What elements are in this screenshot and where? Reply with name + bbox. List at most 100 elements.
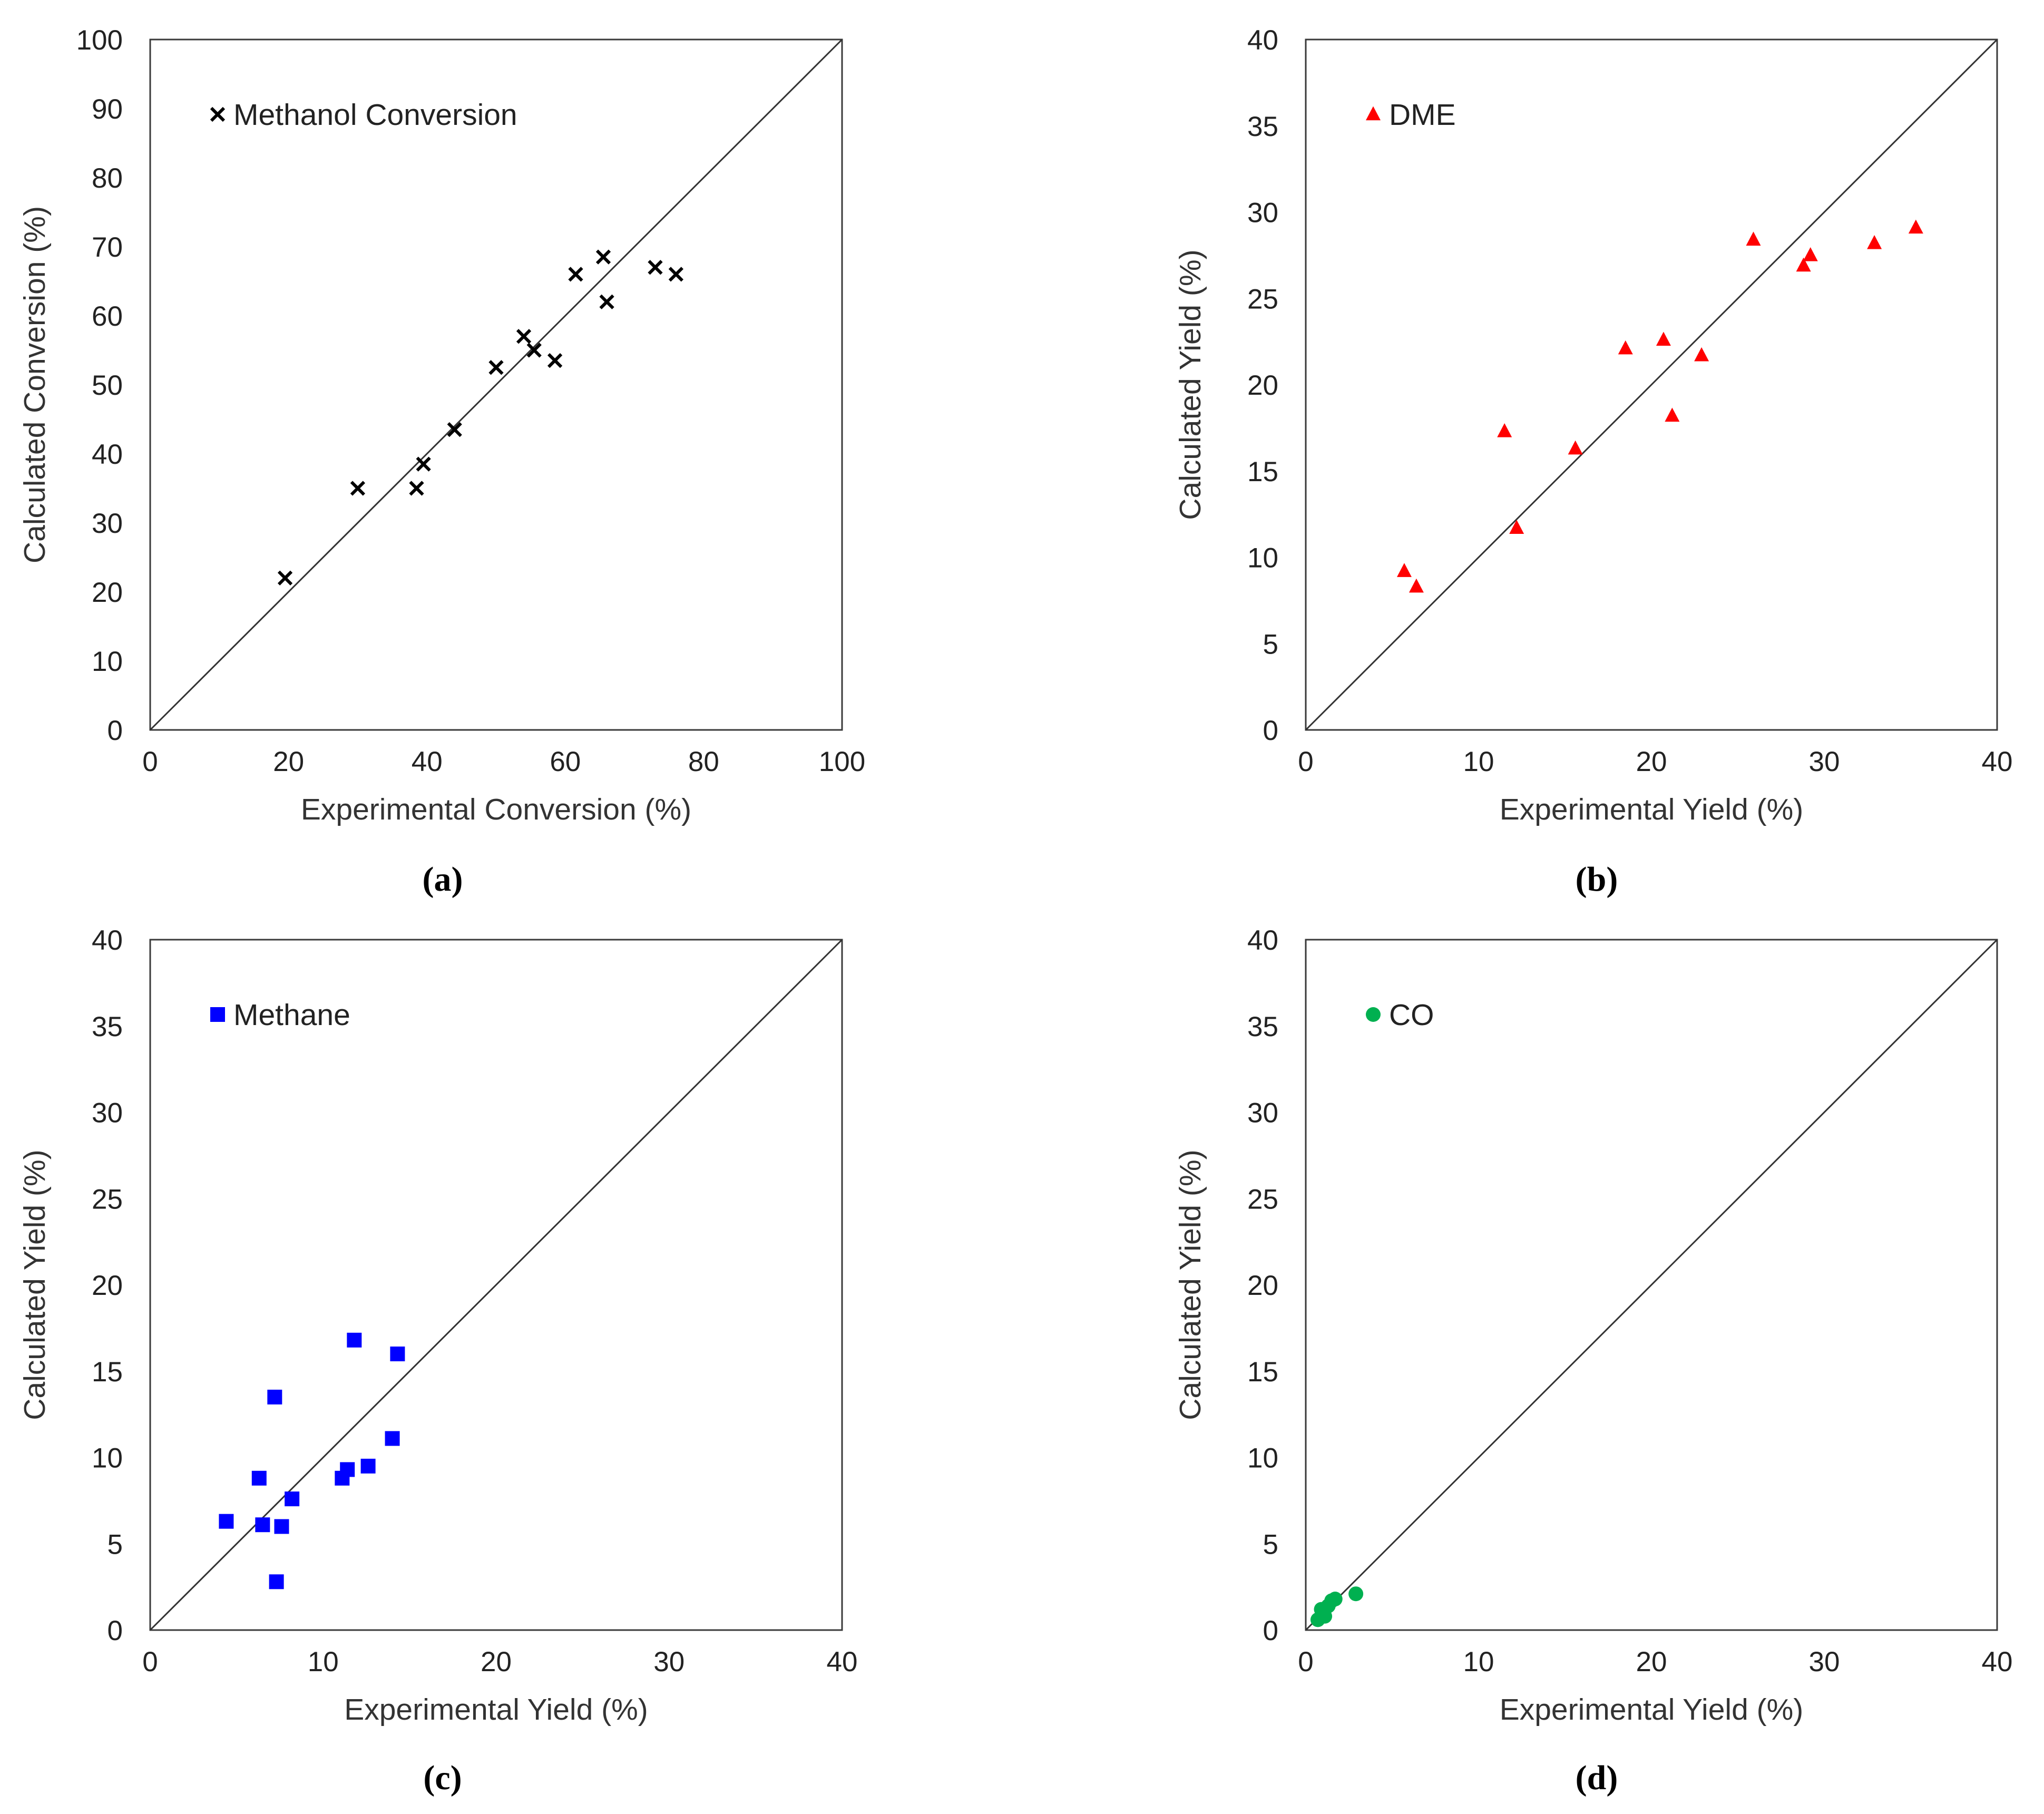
y-tick-label: 15 [92,1357,123,1388]
data-point [1694,347,1709,362]
y-tick-label: 40 [92,925,123,956]
data-point [1348,1586,1364,1602]
data-point [347,1332,362,1348]
plot-area-frame [1305,939,1998,1631]
y-tick-label: 20 [1247,1270,1278,1301]
legend-label: DME [1389,98,1456,132]
data-point [385,1431,400,1446]
y-tick-label: 100 [76,25,123,56]
y-tick-label: 0 [107,1615,123,1646]
data-point [1568,440,1583,455]
parity-line [1305,939,1998,1631]
x-tick-label: 0 [142,1646,158,1678]
data-point [447,422,462,437]
y-tick-label: 25 [92,1184,123,1215]
y-axis-title: Calculated Yield (%) [1173,1149,1207,1420]
data-point [1746,231,1761,246]
y-tick-label: 20 [92,577,123,608]
y-tick-label: 5 [107,1529,123,1560]
y-tick-label: 30 [1247,198,1278,229]
y-tick-label: 10 [1247,543,1278,574]
x-tick-label: 0 [1298,746,1313,777]
x-tick-label: 60 [550,746,581,777]
data-point [1656,331,1671,346]
legend-marker [210,1007,225,1022]
y-tick-label: 40 [1247,925,1278,956]
data-point [1665,407,1680,422]
plot-area-frame [149,38,843,731]
y-tick-label: 60 [92,301,123,332]
plot-area-frame [149,939,843,1631]
y-tick-label: 10 [92,1443,123,1474]
legend-label: CO [1389,998,1434,1032]
y-tick-label: 20 [1247,370,1278,401]
data-point [267,1389,282,1405]
x-axis-title: Experimental Yield (%) [344,1693,648,1727]
x-tick-label: 20 [273,746,304,777]
panel-caption: (d) [1576,1759,1618,1797]
y-tick-label: 40 [1247,25,1278,56]
y-tick-label: 70 [92,232,123,263]
data-point [1908,219,1923,234]
x-tick-label: 10 [1463,746,1494,777]
data-point [668,267,684,282]
data-point [269,1574,284,1589]
legend-marker [1366,106,1381,121]
data-point [599,294,614,309]
data-point [1396,563,1412,577]
panel-caption: (b) [1576,860,1618,899]
y-axis-title: Calculated Yield (%) [18,1149,52,1420]
data-point [274,1519,289,1534]
x-tick-label: 80 [688,746,719,777]
x-axis-title: Experimental Yield (%) [1500,793,1804,826]
x-tick-label: 0 [142,746,158,777]
chart-panel-2: 0 10 20 30 40 0 5 10 15 20 25 30 35 40 Experimental Yi… [1173,25,2012,899]
y-tick-label: 15 [1247,1357,1278,1388]
data-point [1327,1592,1343,1607]
parity-line [149,939,843,1631]
legend-marker [1366,1007,1381,1022]
chart-panel-1: 0 20 40 60 80 100 0 10 20 30 40 50 60 70 80 90 100 Experi… [18,25,865,899]
x-tick-label: 100 [819,746,865,777]
parity-line [149,38,843,731]
x-tick-label: 40 [1982,1646,2013,1678]
y-axis-title: Calculated Yield (%) [1173,249,1207,520]
data-point [1796,257,1811,272]
y-tick-label: 0 [107,715,123,746]
data-point [219,1514,234,1529]
x-axis-title: Experimental Conversion (%) [301,793,691,826]
data-point [547,353,563,368]
y-tick-label: 35 [1247,1011,1278,1042]
y-tick-label: 30 [92,1098,123,1129]
y-axis-title: Calculated Conversion (%) [18,206,52,563]
data-point [360,1458,376,1474]
y-tick-label: 5 [1263,1529,1278,1560]
data-point [285,1491,300,1507]
plot-area-frame [1305,38,1998,731]
x-tick-label: 40 [1982,746,2013,777]
y-tick-label: 10 [1247,1443,1278,1474]
chart-panel-3: 0 10 20 30 40 0 5 10 15 20 25 30 35 40 Experimental Yi… [18,925,857,1797]
x-tick-label: 20 [1636,1646,1667,1678]
parity-line [1305,38,1998,731]
data-point [568,267,583,282]
data-point [416,456,431,472]
y-tick-label: 30 [1247,1098,1278,1129]
y-tick-label: 35 [92,1011,123,1042]
data-point [595,249,611,265]
data-point [277,570,293,586]
data-point [1618,340,1633,355]
data-point [350,481,366,496]
y-tick-label: 0 [1263,715,1278,746]
data-point [390,1347,405,1361]
y-tick-label: 15 [1247,456,1278,487]
x-tick-label: 20 [1636,746,1667,777]
data-point [255,1517,270,1533]
y-tick-label: 20 [92,1270,123,1301]
chart-panel-4: 0 10 20 30 40 0 5 10 15 20 25 30 35 40 Experimental Yi… [1173,925,2012,1797]
y-tick-label: 0 [1263,1615,1278,1646]
y-tick-label: 25 [1247,1184,1278,1215]
data-point [1867,235,1882,249]
y-tick-label: 5 [1263,629,1278,660]
x-tick-label: 40 [412,746,443,777]
